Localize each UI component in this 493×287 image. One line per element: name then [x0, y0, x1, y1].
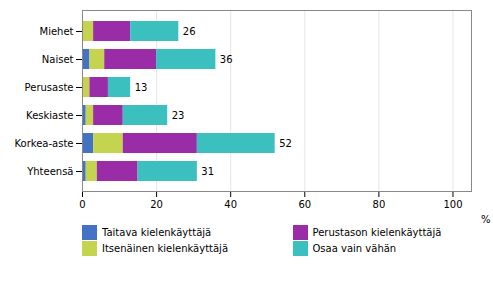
svg-text:26: 26	[183, 26, 196, 37]
svg-text:80: 80	[373, 199, 386, 210]
svg-text:Naiset: Naiset	[42, 54, 74, 65]
svg-text:Perusaste: Perusaste	[25, 82, 74, 93]
svg-text:Korkea-aste: Korkea-aste	[14, 138, 73, 149]
svg-text:0: 0	[79, 199, 85, 210]
html-text:Perustason kielenkäyttäjä: Perustason kielenkäyttäjä	[312, 227, 442, 238]
svg-text:20: 20	[150, 199, 163, 210]
svg-text:60: 60	[298, 199, 311, 210]
svg-text:%: %	[481, 214, 491, 225]
svg-text:100: 100	[443, 199, 462, 210]
svg-text:40: 40	[224, 199, 237, 210]
svg-text:Keskiaste: Keskiaste	[26, 110, 73, 121]
svg-text:36: 36	[220, 54, 233, 65]
svg-text:52: 52	[279, 138, 292, 149]
svg-text:23: 23	[172, 110, 185, 121]
html-text:Taitava kielenkäyttäjä: Taitava kielenkäyttäjä	[102, 227, 212, 238]
svg-text:Miehet: Miehet	[40, 26, 74, 37]
svg-text:31: 31	[201, 166, 214, 177]
svg-text:Yhteensä: Yhteensä	[26, 166, 73, 177]
svg-text:13: 13	[135, 82, 148, 93]
html-text:Itsenäinen kielenkäyttäjä: Itsenäinen kielenkäyttäjä	[102, 243, 228, 254]
html-text:Osaa vain vähän: Osaa vain vähän	[312, 243, 397, 254]
